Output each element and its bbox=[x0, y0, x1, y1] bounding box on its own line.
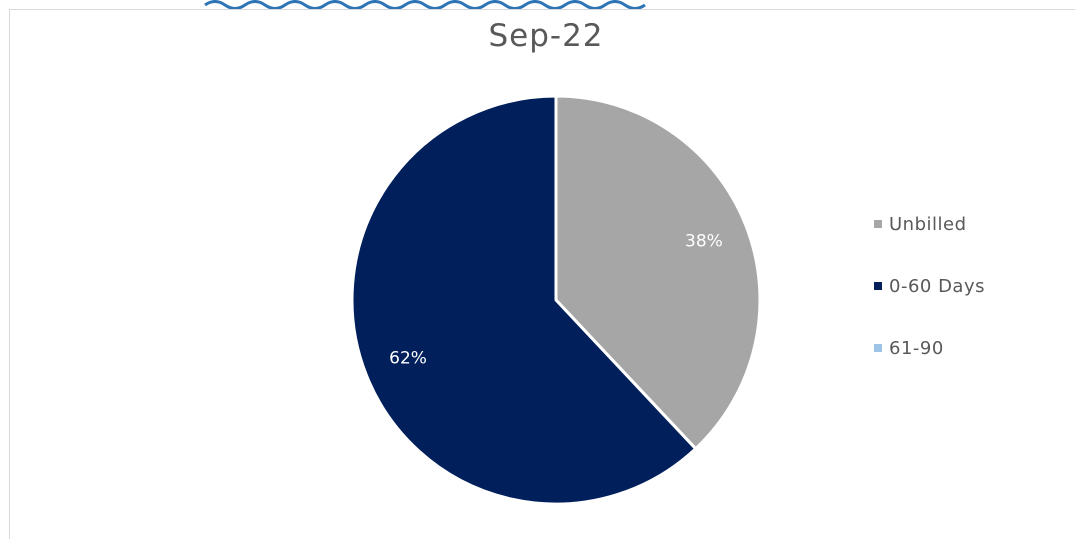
chart-legend: Unbilled 0-60 Days 61-90 bbox=[874, 193, 985, 379]
legend-swatch bbox=[874, 282, 882, 290]
legend-swatch bbox=[874, 220, 882, 228]
pie-slices bbox=[350, 94, 762, 506]
legend-label: Unbilled bbox=[889, 213, 967, 235]
header-strip bbox=[0, 0, 1075, 9]
legend-swatch bbox=[874, 344, 882, 352]
data-label-0-60-days: 62% bbox=[389, 349, 427, 369]
chart-title: Sep-22 bbox=[488, 18, 604, 54]
data-label-unbilled: 38% bbox=[685, 231, 723, 251]
legend-label: 0-60 Days bbox=[889, 275, 985, 297]
pie-data-labels: 38% 62% bbox=[389, 231, 723, 368]
legend-item-0-60-days: 0-60 Days bbox=[874, 255, 985, 317]
legend-label: 61-90 bbox=[889, 337, 944, 359]
pie-slice-0-60-days bbox=[350, 94, 698, 506]
legend-item-unbilled: Unbilled bbox=[874, 193, 985, 255]
legend-item-61-90: 61-90 bbox=[874, 317, 985, 379]
pie-slice-unbilled bbox=[554, 94, 762, 451]
